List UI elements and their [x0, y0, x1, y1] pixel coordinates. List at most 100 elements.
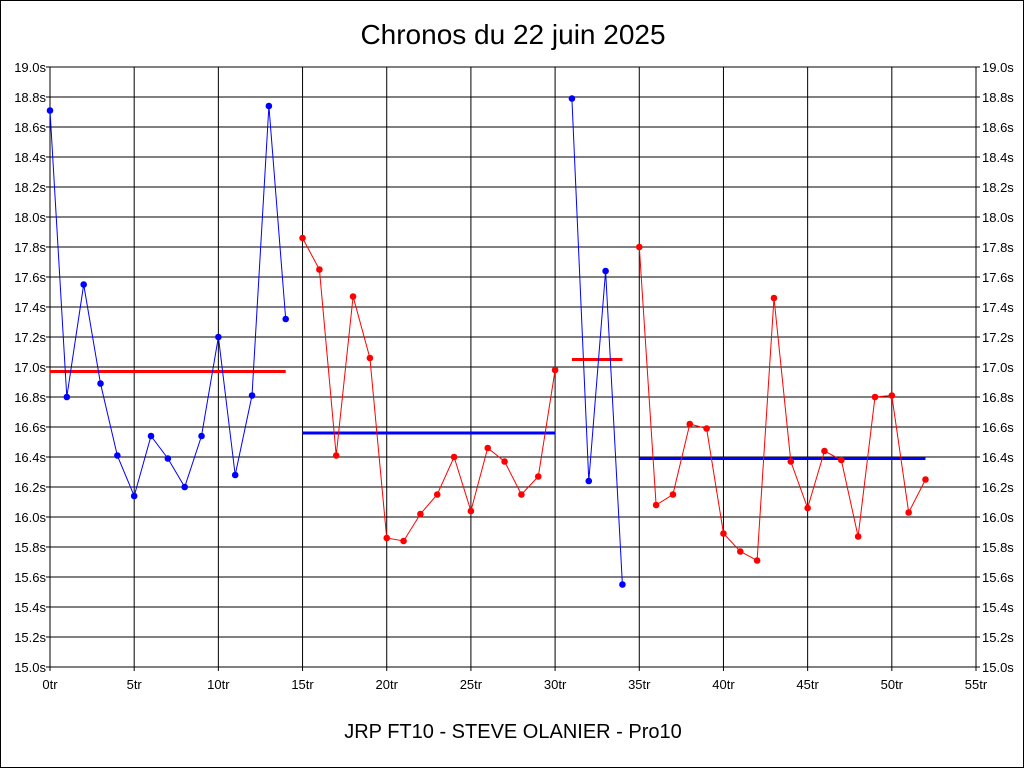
data-point	[753, 557, 761, 564]
data-point	[450, 453, 458, 461]
y-tick-label-right: 18.6s	[982, 120, 1014, 135]
y-tick-label-left: 15.2s	[14, 630, 46, 645]
y-tick-label-left: 16.2s	[14, 480, 46, 495]
data-point	[97, 380, 104, 387]
y-tick-label-right: 15.0s	[982, 660, 1014, 675]
y-tick-label-right: 16.8s	[982, 390, 1014, 405]
y-tick-label-left: 16.6s	[14, 420, 46, 435]
data-point	[147, 432, 155, 440]
y-tick-label-right: 17.6s	[982, 270, 1014, 285]
data-point	[80, 281, 87, 288]
data-point	[332, 452, 340, 459]
data-point	[787, 458, 795, 465]
data-point	[905, 509, 912, 516]
data-point	[804, 504, 811, 512]
y-tick-label-right: 18.0s	[982, 210, 1014, 225]
data-point	[635, 243, 643, 251]
data-point	[215, 333, 222, 341]
x-tick-label: 5tr	[127, 677, 143, 692]
series-line	[571, 98, 623, 585]
y-tick-label-right: 18.2s	[982, 180, 1014, 195]
y-tick-label-left: 18.4s	[14, 150, 46, 165]
y-tick-label-right: 19.0s	[982, 60, 1014, 75]
y-tick-label-left: 15.4s	[14, 600, 46, 615]
data-point	[736, 548, 744, 555]
x-tick-label: 40tr	[712, 677, 735, 692]
y-tick-label-right: 16.0s	[982, 510, 1014, 525]
data-point	[316, 266, 323, 273]
data-point	[838, 456, 845, 464]
data-point	[467, 507, 475, 515]
y-tick-label-left: 15.6s	[14, 570, 46, 585]
y-tick-label-left: 18.6s	[14, 120, 46, 135]
data-point	[417, 510, 424, 518]
y-tick-label-right: 17.8s	[982, 240, 1014, 255]
data-point	[551, 366, 559, 374]
data-point	[383, 534, 391, 542]
y-tick-label-left: 16.4s	[14, 450, 46, 465]
data-point	[669, 491, 677, 498]
data-point	[518, 491, 525, 498]
x-tick-label: 10tr	[207, 677, 230, 692]
y-tick-label-right: 15.4s	[982, 600, 1014, 615]
y-tick-label-right: 15.6s	[982, 570, 1014, 585]
chart-caption: JRP FT10 - STEVE OLANIER - Pro10	[344, 721, 682, 743]
y-tick-label-right: 17.4s	[982, 300, 1014, 315]
y-tick-label-right: 16.6s	[982, 420, 1014, 435]
y-tick-label-left: 15.0s	[14, 660, 46, 675]
data-point	[585, 477, 593, 485]
y-tick-label-right: 15.8s	[982, 540, 1014, 555]
y-tick-label-right: 17.2s	[982, 330, 1014, 345]
data-point	[568, 95, 576, 102]
y-tick-label-left: 15.8s	[14, 540, 46, 555]
series-line	[302, 237, 556, 542]
data-point	[130, 492, 138, 500]
y-tick-label-left: 19.0s	[14, 60, 46, 75]
data-point	[299, 234, 306, 242]
data-point	[349, 293, 357, 300]
x-tick-label: 35tr	[628, 677, 651, 692]
data-point	[770, 294, 778, 302]
y-tick-label-left: 18.2s	[14, 180, 46, 195]
data-point	[366, 354, 374, 362]
y-tick-label-left: 17.6s	[14, 270, 46, 285]
x-tick-label: 25tr	[460, 677, 483, 692]
y-tick-label-right: 17.0s	[982, 360, 1014, 375]
y-tick-label-left: 17.0s	[14, 360, 46, 375]
data-point	[619, 581, 626, 588]
data-point	[720, 530, 727, 537]
data-point	[265, 102, 273, 110]
data-point	[652, 501, 660, 509]
y-tick-label-right: 18.4s	[982, 150, 1014, 165]
data-point	[888, 392, 896, 399]
data-point	[164, 455, 172, 462]
y-tick-label-right: 16.2s	[982, 480, 1014, 495]
data-point	[181, 483, 188, 491]
data-point	[602, 267, 609, 275]
data-point	[922, 476, 929, 483]
y-tick-label-right: 16.4s	[982, 450, 1014, 465]
y-tick-label-left: 16.8s	[14, 390, 46, 405]
x-tick-label: 15tr	[291, 677, 314, 692]
data-point	[821, 447, 828, 455]
data-point	[198, 432, 205, 440]
data-point	[46, 107, 54, 114]
data-point	[282, 315, 290, 323]
data-point	[534, 473, 542, 480]
data-point	[63, 393, 71, 401]
x-tick-label: 55tr	[965, 677, 988, 692]
x-tick-label: 45tr	[796, 677, 819, 692]
data-point	[400, 537, 407, 545]
data-point	[854, 533, 862, 540]
chart-title: Chronos du 22 juin 2025	[360, 19, 666, 50]
data-point	[114, 452, 121, 459]
y-tick-label-left: 18.8s	[14, 90, 46, 105]
x-tick-label: 30tr	[544, 677, 567, 692]
y-tick-label-left: 16.0s	[14, 510, 46, 525]
x-tick-label: 0tr	[42, 677, 58, 692]
y-tick-label-right: 15.2s	[982, 630, 1014, 645]
x-tick-label: 20tr	[376, 677, 399, 692]
x-tick-label: 50tr	[881, 677, 904, 692]
